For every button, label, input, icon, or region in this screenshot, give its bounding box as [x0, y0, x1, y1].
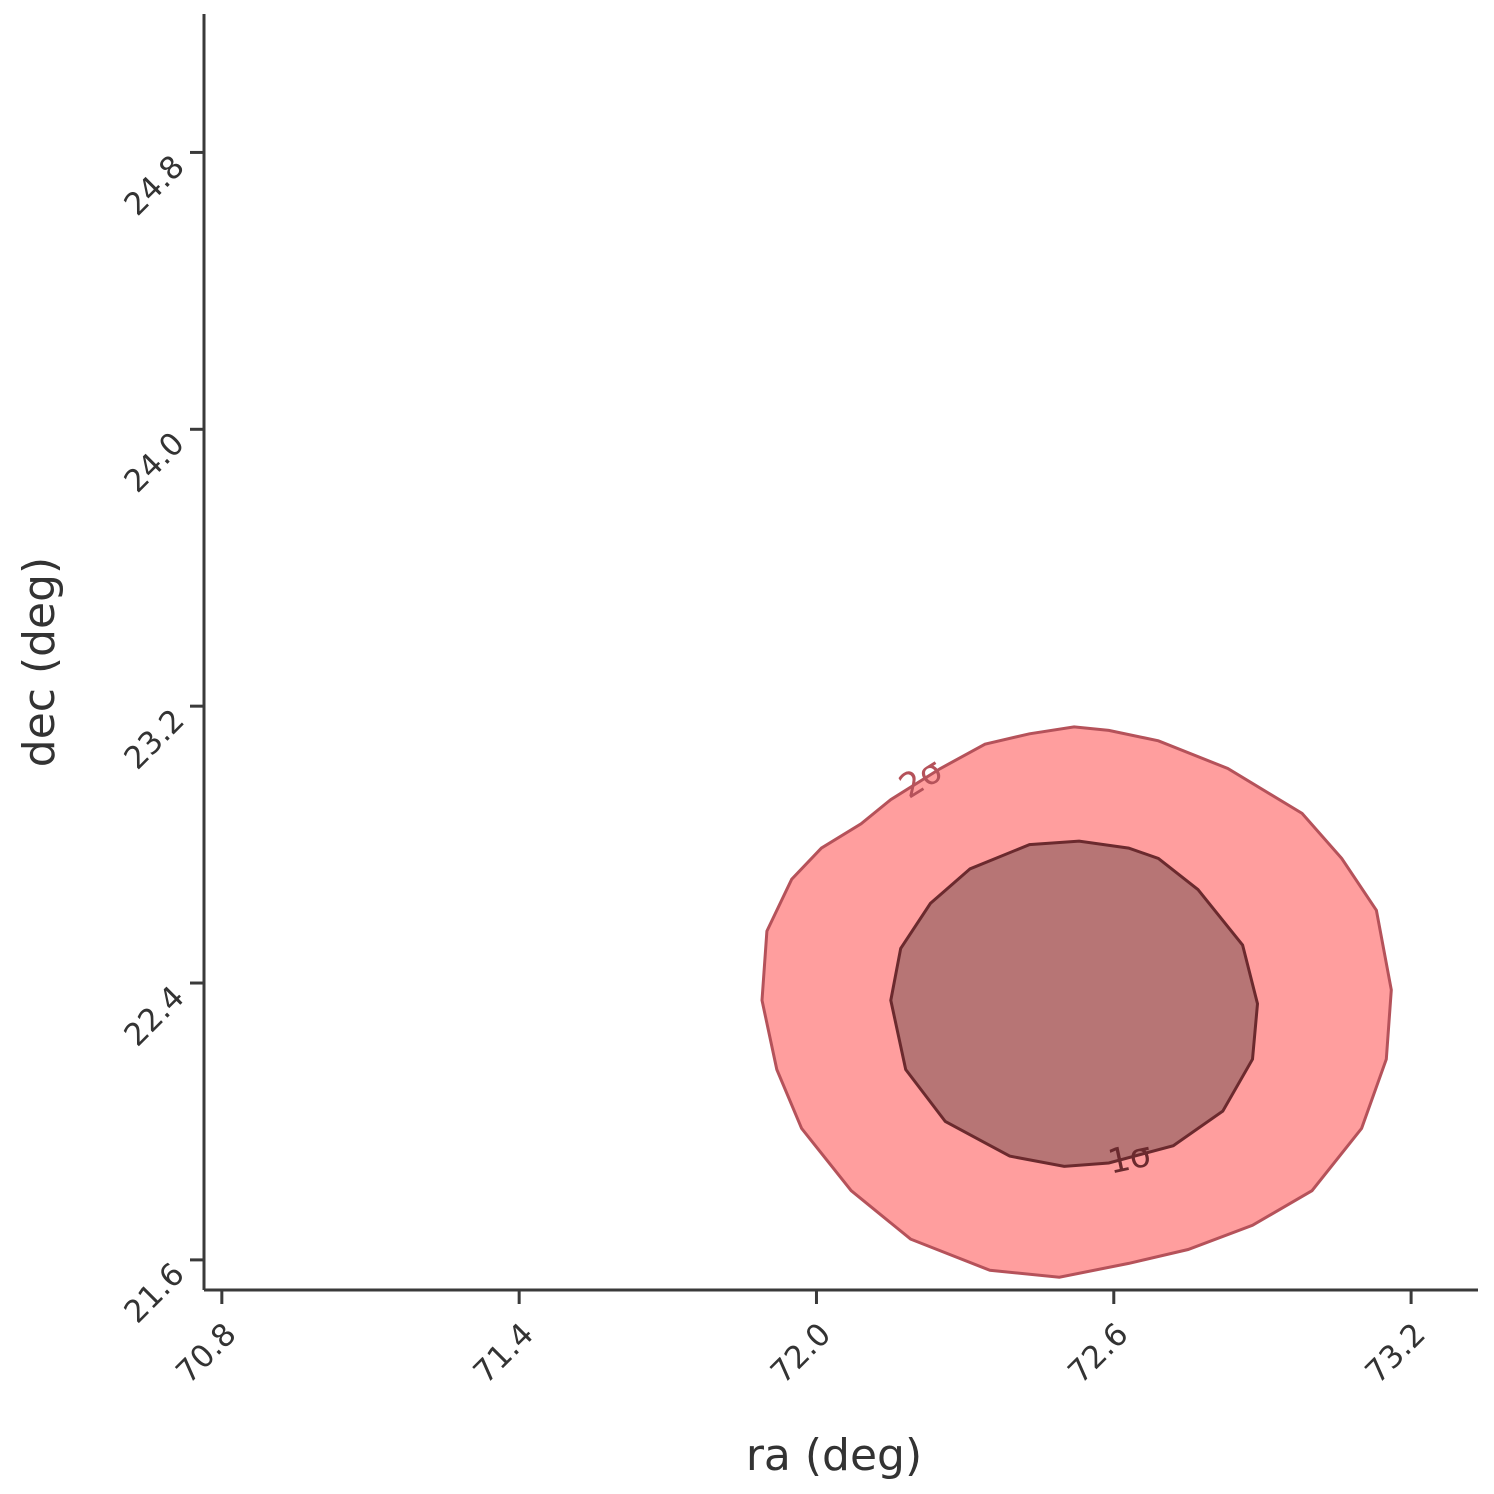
y-tick-label: 23.2 — [117, 702, 191, 776]
y-tick-label: 24.0 — [117, 426, 191, 500]
y-tick-label: 22.4 — [117, 979, 191, 1053]
x-axis-label: ra (deg) — [746, 1430, 922, 1481]
x-tick-label: 71.4 — [467, 1316, 541, 1390]
contour-region — [889, 839, 1260, 1168]
contour-label: 1σ — [1104, 1134, 1155, 1182]
x-tick-label: 72.0 — [764, 1316, 838, 1390]
x-tick-label: 73.2 — [1359, 1316, 1433, 1390]
y-tick-label: 24.8 — [117, 149, 191, 223]
y-tick-label: 21.6 — [117, 1256, 191, 1330]
y-axis-label: dec (deg) — [14, 557, 65, 767]
x-tick-label: 72.6 — [1061, 1316, 1135, 1390]
x-tick-label: 70.8 — [169, 1316, 243, 1390]
